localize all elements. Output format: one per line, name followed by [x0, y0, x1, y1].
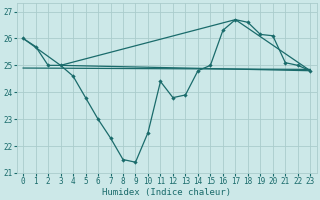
X-axis label: Humidex (Indice chaleur): Humidex (Indice chaleur) — [102, 188, 231, 197]
